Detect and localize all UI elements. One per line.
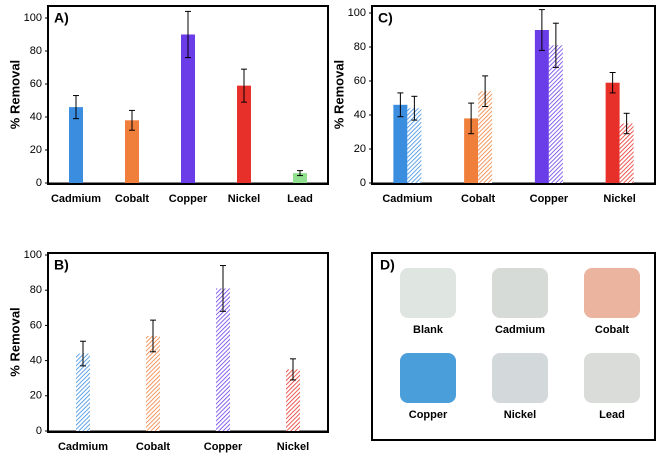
sample-label: Lead: [599, 409, 625, 421]
y-tick-label: 0: [36, 177, 42, 189]
panel-label: C): [378, 10, 393, 26]
error-bar: [129, 109, 135, 131]
sample-label: Cobalt: [595, 324, 630, 336]
bar: [548, 45, 563, 183]
bar: [125, 120, 139, 183]
y-tick-label: 40: [30, 111, 42, 123]
y-tick-label: 100: [24, 249, 42, 261]
sample-photo: [584, 268, 640, 318]
panel-label: B): [54, 257, 69, 273]
y-axis-label: % Removal: [7, 307, 22, 376]
x-tick-label: Cobalt: [461, 193, 496, 205]
error-bar: [185, 10, 191, 59]
x-tick-label: Cobalt: [115, 193, 150, 205]
y-tick-label: 100: [348, 7, 366, 19]
bar: [237, 85, 251, 183]
error-bar: [397, 92, 404, 118]
bar: [216, 288, 230, 431]
error-bar: [623, 112, 630, 135]
x-tick-label: Cadmium: [58, 441, 108, 453]
error-bar: [609, 72, 616, 94]
x-tick-label: Copper: [169, 193, 208, 205]
sample-label: Nickel: [504, 409, 536, 421]
sample-photo: [584, 353, 640, 403]
bar: [478, 91, 493, 183]
y-tick-label: 80: [30, 45, 42, 57]
x-tick-label: Cadmium: [382, 193, 432, 205]
error-bar: [290, 358, 296, 381]
error-bar: [297, 170, 303, 177]
error-bar: [241, 68, 247, 103]
sample-label: Copper: [409, 409, 448, 421]
sample-label: Cadmium: [495, 324, 545, 336]
y-tick-label: 80: [30, 284, 42, 296]
bar: [605, 82, 620, 183]
bar: [407, 108, 422, 183]
bar: [464, 118, 479, 183]
y-tick-label: 20: [30, 144, 42, 156]
plot-frame: [47, 5, 329, 185]
plot-frame: [47, 252, 329, 433]
x-tick-label: Nickel: [277, 441, 309, 453]
x-tick-label: Copper: [204, 441, 243, 453]
x-tick-label: Cadmium: [51, 193, 101, 205]
x-tick-label: Copper: [530, 193, 569, 205]
plot-frame: [371, 5, 656, 185]
bar: [181, 34, 195, 183]
bar: [146, 335, 160, 431]
sample-label: Blank: [413, 324, 444, 336]
bar: [393, 104, 408, 183]
error-bar: [220, 265, 226, 312]
y-tick-label: 0: [36, 425, 42, 437]
x-tick-label: Cobalt: [136, 441, 171, 453]
error-bar: [411, 95, 418, 121]
y-tick-label: 40: [30, 355, 42, 367]
x-tick-label: Lead: [287, 193, 313, 205]
y-tick-label: 60: [30, 319, 42, 331]
error-bar: [552, 22, 559, 68]
x-tick-label: Nickel: [603, 193, 635, 205]
y-tick-label: 80: [354, 41, 366, 53]
y-tick-label: 60: [30, 78, 42, 90]
sample-photo: [492, 268, 548, 318]
y-axis-label: % Removal: [7, 60, 22, 129]
y-tick-label: 60: [354, 75, 366, 87]
panel-label: D): [380, 257, 395, 273]
y-tick-label: 100: [24, 12, 42, 24]
y-tick-label: 0: [360, 177, 366, 189]
bar: [293, 173, 307, 183]
sample-photo: [492, 353, 548, 403]
y-tick-label: 40: [354, 109, 366, 121]
bar: [534, 30, 549, 183]
error-bar: [538, 9, 545, 51]
bar: [76, 353, 90, 431]
y-tick-label: 20: [30, 390, 42, 402]
x-tick-label: Nickel: [228, 193, 260, 205]
y-tick-label: 20: [354, 143, 366, 155]
bar: [619, 123, 634, 183]
error-bar: [80, 340, 86, 367]
error-bar: [150, 319, 156, 353]
error-bar: [73, 95, 79, 120]
bar: [286, 369, 300, 431]
error-bar: [468, 102, 475, 135]
bar: [69, 107, 83, 183]
panel-label: A): [54, 10, 69, 26]
sample-photo: [400, 268, 456, 318]
y-axis-label: % Removal: [331, 60, 346, 129]
error-bar: [482, 75, 489, 107]
sample-photo: [400, 353, 456, 403]
